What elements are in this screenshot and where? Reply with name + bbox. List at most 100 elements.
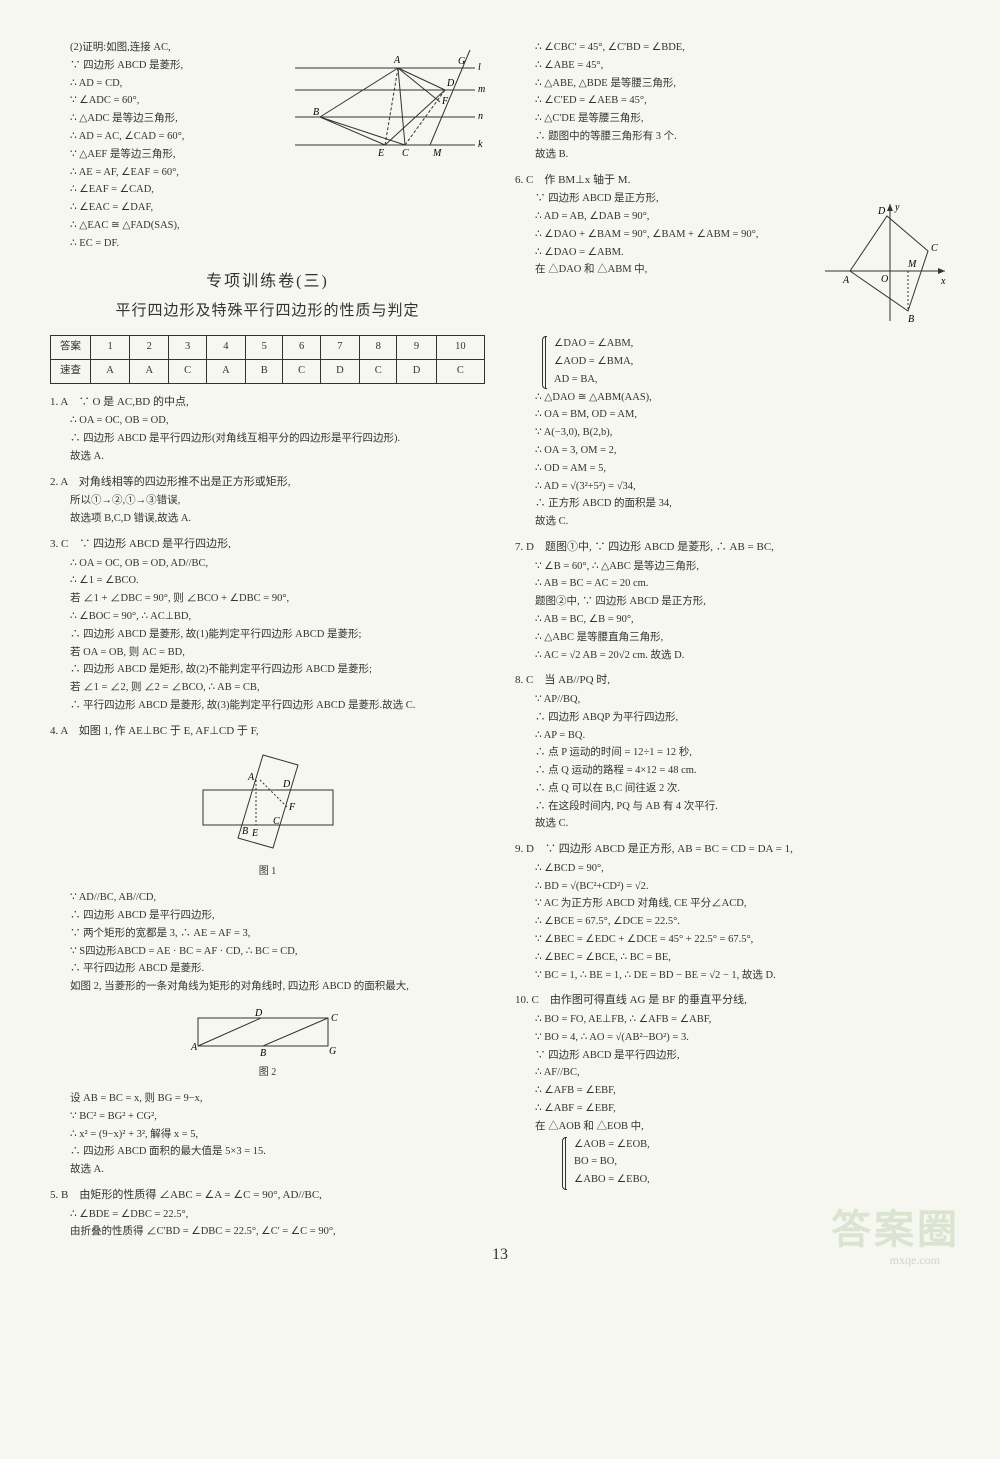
q3-head: 3. C ∵ 四边形 ABCD 是平行四边形, [50,536,485,554]
svg-text:A: A [247,772,255,783]
q7-line: ∴ AC = √2 AB = 20√2 cm. 故选 D. [535,648,950,665]
svg-text:D: D [282,779,291,790]
q3-line: ∴ OA = OC, OB = OD, AD//BC, [70,556,485,573]
q4-line: 设 AB = BC = x, 则 BG = 9−x, [70,1091,485,1108]
q1-head: 1. A ∵ O 是 AC,BD 的中点, [50,394,485,412]
q3-line: ∴ ∠1 = ∠BCO. [70,573,485,590]
svg-text:C: C [331,1013,338,1024]
q10-head: 10. C 由作图可得直线 AG 是 BF 的垂直平分线, [515,992,950,1010]
q9-line: ∵ BC = 1, ∴ BE = 1, ∴ DE = BD − BE = √2 … [535,968,950,985]
q3-line: ∴ 平行四边形 ABCD 是菱形, 故(3)能判定平行四边形 ABCD 是菱形.… [70,698,485,715]
q4-line: ∵ BC² = BG² + CG², [70,1109,485,1126]
svg-text:C: C [273,816,280,827]
q5-line: ∴ △C'DE 是等腰三角形, [535,111,950,128]
q6-line: ∴ 正方形 ABCD 的面积是 34, [535,496,950,513]
proof-line: ∴ AE = AF, ∠EAF = 60°, [70,165,485,182]
q6-line: ∴ OA = BM, OD = AM, [535,407,950,424]
q3-line: 若 OA = OB, 则 AC = BD, [70,645,485,662]
q9-line: ∵ AC 为正方形 ABCD 对角线, CE 平分∠ACD, [535,896,950,913]
page-number: 13 [492,1242,508,1268]
brace-line: BO = BO, [574,1154,650,1171]
proof-line: ∴ △EAC ≅ △FAD(SAS), [70,218,485,235]
q8-line: 故选 C. [535,816,950,833]
svg-text:E: E [377,148,384,159]
svg-text:O: O [881,274,888,285]
section-title: 专项训练卷(三) [50,269,485,295]
q3-line: 若 ∠1 = ∠2, 则 ∠2 = ∠BCO, ∴ AB = CB, [70,680,485,697]
q7-line: ∴ △ABC 是等腰直角三角形, [535,630,950,647]
q6-head: 6. C 作 BM⊥x 轴于 M. [515,172,950,190]
q3-line: 若 ∠1 + ∠DBC = 90°, 则 ∠BCO + ∠DBC = 90°, [70,591,485,608]
fig1-label: 图 1 [50,864,485,880]
svg-text:m: m [478,84,485,95]
q7-head: 7. D 题图①中, ∵ 四边形 ABCD 是菱形, ∴ AB = BC, [515,539,950,557]
q2-line: 故选项 B,C,D 错误,故选 A. [70,511,485,528]
q5-line: ∴ △ABE, △BDE 是等腰三角形, [535,76,950,93]
q9-line: ∴ ∠BCE = 67.5°, ∠DCE = 22.5°. [535,914,950,931]
fig2-label: 图 2 [50,1065,485,1081]
q10-line: ∵ BO = 4, ∴ AO = √(AB²−BO²) = 3. [535,1030,950,1047]
q7-line: 题图②中, ∵ 四边形 ABCD 是正方形, [535,594,950,611]
q9-line: ∴ ∠BEC = ∠BCE, ∴ BC = BE, [535,950,950,967]
svg-text:F: F [441,96,449,107]
right-column: ∴ ∠CBC' = 45°, ∠C'BD = ∠BDE, ∴ ∠ABE = 45… [515,40,950,1242]
q5-line: ∴ ∠ABE = 45°, [535,58,950,75]
svg-text:B: B [313,107,319,118]
q6-line: ∵ A(−3,0), B(2,b), [535,425,950,442]
svg-text:B: B [242,826,248,837]
q9-line: ∴ ∠BCD = 90°, [535,861,950,878]
q5-line: ∴ ∠BDE = ∠DBC = 22.5°, [70,1207,485,1224]
section-subtitle: 平行四边形及特殊平行四边形的性质与判定 [50,299,485,323]
figure-top: A G l D m F B n E C M k [290,40,485,160]
svg-text:G: G [329,1046,336,1057]
q10-line: ∴ BO = FO, AE⊥FB, ∴ ∠AFB = ∠ABF, [535,1012,950,1029]
svg-text:D: D [877,206,886,217]
q2-line: 所以①→②,①→③错误, [70,493,485,510]
q7-line: ∵ ∠B = 60°, ∴ △ABC 是等边三角形, [535,559,950,576]
answer-table: 答案12345678910 速查AACABCDCDC [50,335,485,384]
svg-text:l: l [478,62,481,73]
svg-text:x: x [940,276,946,287]
q5-line: ∴ 题图中的等腰三角形有 3 个. [535,129,950,146]
svg-text:A: A [190,1042,198,1053]
q4-line: ∴ 平行四边形 ABCD 是菱形. [70,961,485,978]
q3-line: ∴ ∠BOC = 90°, ∴ AC⊥BD, [70,609,485,626]
svg-text:B: B [260,1048,266,1059]
brace-line: ∠DAO = ∠ABM, [554,336,950,353]
q8-line: ∴ AP = BQ. [535,728,950,745]
brace-line: ∠AOD = ∠BMA, [554,354,950,371]
figure-q6: A B C D M O x y [815,196,950,331]
q1-line: ∴ OA = OC, OB = OD, [70,413,485,430]
q5-line: ∴ ∠CBC' = 45°, ∠C'BD = ∠BDE, [535,40,950,57]
svg-text:y: y [894,202,900,213]
svg-text:A: A [393,55,401,66]
q4-line: 故选 A. [70,1162,485,1179]
brace-line: AD = BA, [554,372,950,389]
proof-line: ∴ ∠EAF = ∠CAD, [70,182,485,199]
q8-line: ∴ 点 Q 运动的路程 = 4×12 = 48 cm. [535,763,950,780]
q1-line: 故选 A. [70,449,485,466]
svg-text:A: A [842,275,850,286]
q9-line: ∴ BD = √(BC²+CD²) = √2. [535,879,950,896]
q1-line: ∴ 四边形 ABCD 是平行四边形(对角线互相平分的四边形是平行四边形). [70,431,485,448]
proof-line: ∴ EC = DF. [70,236,485,253]
q2-head: 2. A 对角线相等的四边形推不出是正方形或矩形, [50,474,485,492]
q7-line: ∴ AB = BC = AC = 20 cm. [535,576,950,593]
q10-line: ∵ 四边形 ABCD 是平行四边形, [535,1048,950,1065]
q4-line: ∵ 两个矩形的宽都是 3, ∴ AE = AF = 3, [70,926,485,943]
svg-text:C: C [931,243,938,254]
figure-2: A B C D G 图 2 [50,1006,485,1081]
svg-text:M: M [432,148,442,159]
svg-text:B: B [908,314,914,325]
svg-text:D: D [446,78,455,89]
svg-text:C: C [402,148,409,159]
q10-line: ∴ AF//BC, [535,1065,950,1082]
svg-text:F: F [288,802,296,813]
q6-line: 故选 C. [535,514,950,531]
q5-head: 5. B 由矩形的性质得 ∠ABC = ∠A = ∠C = 90°, AD//B… [50,1187,485,1205]
q10-line: ∴ ∠ABF = ∠EBF, [535,1101,950,1118]
q4-head: 4. A 如图 1, 作 AE⊥BC 于 E, AF⊥CD 于 F, [50,723,485,741]
q8-line: ∵ AP//BQ, [535,692,950,709]
brace-line: ∠AOB = ∠EOB, [574,1137,650,1154]
svg-text:k: k [478,139,483,150]
